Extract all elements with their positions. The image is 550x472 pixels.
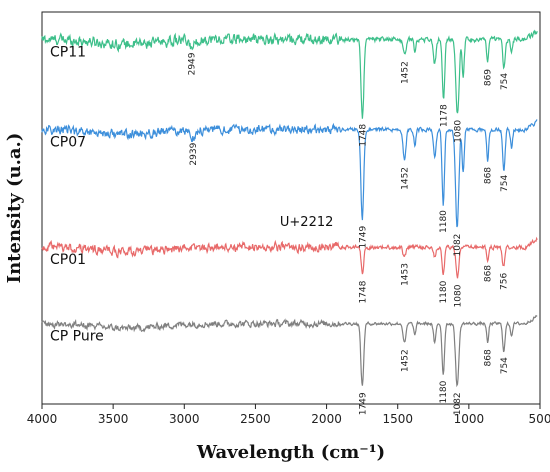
plot-area <box>41 11 541 405</box>
peak-label: 1178 <box>440 104 450 127</box>
peak-label: 1080 <box>453 120 463 143</box>
x-tick-label: 3000 <box>169 412 200 426</box>
series-name-label: CP01 <box>50 252 86 268</box>
x-tick-label: 4000 <box>27 412 58 426</box>
x-tick-label: 3500 <box>98 412 129 426</box>
peak-label: 1180 <box>439 380 449 403</box>
peak-label: 1452 <box>401 167 411 190</box>
series-name-label: CP07 <box>50 135 86 151</box>
x-tick-label: 500 <box>529 412 550 426</box>
peak-label: 754 <box>500 175 510 192</box>
peak-label: 869 <box>483 69 493 86</box>
peak-label: 2949 <box>188 52 198 75</box>
peak-label: 1748 <box>358 280 368 303</box>
x-tick-label: 2500 <box>240 412 271 426</box>
plot-frame <box>41 11 541 405</box>
peak-label: 1452 <box>401 349 411 372</box>
peak-label: 1082 <box>453 392 463 415</box>
series-name-label: CP11 <box>50 44 86 60</box>
peak-label: 756 <box>500 273 510 290</box>
series-line-cp11 <box>41 29 538 119</box>
x-axis-title: Wavelength (cm⁻¹) <box>196 442 385 463</box>
peak-label: 754 <box>500 357 510 374</box>
peak-label: 1453 <box>400 263 410 286</box>
x-tick-label: 1000 <box>454 412 485 426</box>
peak-label: 1180 <box>439 280 449 303</box>
axis-layer: 4000 3500 3000 2500 2000 1500 1000 500 <box>27 404 550 426</box>
peak-label: 1749 <box>358 392 368 415</box>
peak-label: 868 <box>484 265 494 282</box>
x-tick-label: 1500 <box>382 412 413 426</box>
peak-label: 2939 <box>189 142 199 165</box>
peak-label: 1748 <box>358 124 368 147</box>
peak-label: 1452 <box>401 61 411 84</box>
peak-label: 868 <box>484 349 494 366</box>
peak-label: 1180 <box>439 210 449 233</box>
series-line-cp01 <box>41 236 538 279</box>
y-axis-title: Intensity (u.a.) <box>4 133 25 284</box>
peak-label: 754 <box>500 73 510 90</box>
series-line-cp-pure <box>41 314 538 388</box>
peak-label: 1082 <box>453 234 463 257</box>
series-layer <box>41 29 538 388</box>
series-line-cp07 <box>41 119 538 228</box>
peak-label: 1080 <box>453 284 463 307</box>
peak-label: 1749 <box>358 225 368 248</box>
chart-annotation: U+2212 <box>280 215 334 230</box>
x-tick-label: 2000 <box>311 412 342 426</box>
peak-label: 868 <box>484 167 494 184</box>
series-name-label: CP Pure <box>50 329 104 345</box>
